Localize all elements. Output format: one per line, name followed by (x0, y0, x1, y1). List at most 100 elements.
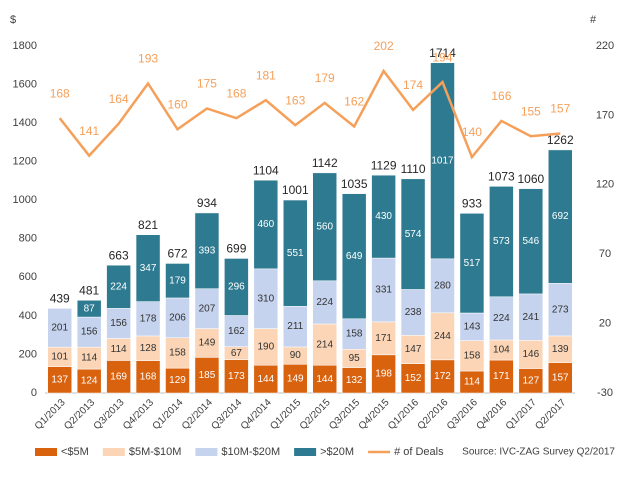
bar-segment (253, 328, 279, 366)
value-label: 146 (522, 349, 539, 360)
value-label: 158 (169, 348, 186, 359)
value-label: 149 (199, 338, 216, 349)
y2-tick-label: -30 (597, 387, 613, 399)
total-label: 1001 (282, 183, 309, 197)
value-label: 124 (81, 376, 98, 387)
value-label: 280 (434, 280, 451, 291)
value-label: 178 (140, 313, 157, 324)
bar-segment (312, 364, 337, 394)
bar-segment (518, 340, 544, 369)
y2-tick-label: 170 (596, 109, 614, 121)
total-label: 821 (138, 218, 158, 232)
line-label: 163 (285, 93, 305, 107)
value-label: 162 (228, 326, 245, 337)
bar-segment (548, 149, 573, 284)
value-label: 244 (434, 331, 451, 342)
bar-segment (430, 62, 455, 260)
bar-segment (489, 359, 514, 394)
x-tick-label: Q4/2013 (121, 397, 156, 432)
y2-tick-label: 120 (596, 179, 614, 191)
x-tick-label: Q3/2016 (445, 397, 480, 432)
bar-segment (47, 308, 72, 348)
value-label: 104 (493, 345, 510, 356)
value-label: 172 (434, 371, 451, 382)
total-label: 663 (109, 248, 129, 262)
bar-segment (283, 364, 308, 394)
total-label: 481 (79, 283, 99, 297)
value-label: 1017 (431, 155, 454, 166)
value-label: 67 (231, 348, 243, 359)
value-label: 168 (140, 371, 157, 382)
value-label: 156 (81, 327, 98, 338)
x-tick-label: Q2/2013 (62, 397, 97, 432)
line-label: 181 (256, 68, 276, 82)
total-label: 1035 (341, 177, 368, 191)
bar-segment (489, 186, 514, 298)
line-label: 193 (138, 52, 158, 66)
value-label: 198 (375, 369, 392, 380)
bar-segment (459, 213, 485, 314)
value-label: 185 (199, 370, 216, 381)
x-tick-label: Q4/2015 (357, 397, 392, 432)
value-label: 224 (316, 297, 333, 308)
bar-segment (135, 301, 161, 337)
bar-segment (430, 312, 455, 361)
value-label: 296 (228, 282, 245, 293)
bar-segment (47, 366, 72, 394)
bar-segment (283, 306, 308, 348)
bar-segment (371, 257, 396, 323)
y2-tick-label: 220 (596, 40, 614, 52)
value-label: 90 (290, 350, 302, 361)
x-tick-label: Q3/2013 (92, 397, 127, 432)
y2-tick-label: 20 (599, 318, 611, 330)
x-tick-label: Q1/2017 (504, 397, 539, 432)
value-label: 114 (81, 353, 97, 364)
bar-segment (518, 293, 544, 341)
total-label: 933 (462, 197, 482, 211)
bar-segment (283, 199, 308, 307)
value-label: 132 (346, 375, 363, 386)
value-label: 157 (552, 373, 569, 384)
legend-swatch (35, 448, 57, 456)
bar-segment (165, 263, 190, 299)
bar-segment (548, 362, 573, 394)
value-label: 152 (405, 373, 422, 384)
bar-segment (194, 288, 220, 329)
value-label: 241 (522, 312, 539, 323)
value-label: 546 (522, 236, 539, 247)
total-label: 1262 (547, 133, 574, 147)
y-tick-label: 0 (31, 387, 37, 399)
value-label: 158 (346, 329, 363, 340)
y-tick-label: 600 (19, 271, 37, 283)
value-label: 430 (375, 211, 392, 222)
value-label: 158 (464, 350, 481, 361)
bar-segment (165, 297, 190, 338)
legend-swatch (102, 448, 125, 456)
bar-segment (135, 234, 161, 302)
legend-label: $10M-$20M (221, 446, 280, 458)
line-label: 166 (491, 89, 511, 103)
value-label: 114 (464, 377, 480, 388)
bar-segment (224, 258, 249, 316)
x-tick-label: Q4/2014 (239, 397, 274, 432)
total-label: 672 (167, 247, 187, 261)
y-tick-label: 1200 (13, 156, 37, 168)
source: Source: IVC-ZAG Survey Q2/2017 (462, 447, 615, 458)
bar-segment (165, 367, 190, 394)
value-label: 129 (169, 375, 186, 386)
value-label: 114 (111, 344, 127, 355)
value-label: 147 (405, 344, 422, 355)
value-label: 169 (110, 371, 127, 382)
value-label: 207 (199, 303, 216, 314)
line-label: 164 (109, 92, 129, 106)
total-label: 1142 (312, 156, 338, 170)
bar-segment (253, 268, 279, 329)
bar-segment (548, 283, 573, 337)
bar-segment (224, 359, 249, 394)
value-label: 190 (257, 342, 274, 353)
bar-segment (489, 296, 514, 341)
bar-segment (518, 188, 544, 295)
y2-tick-label: 70 (599, 248, 611, 260)
value-label: 393 (199, 245, 216, 256)
value-label: 517 (464, 258, 481, 269)
